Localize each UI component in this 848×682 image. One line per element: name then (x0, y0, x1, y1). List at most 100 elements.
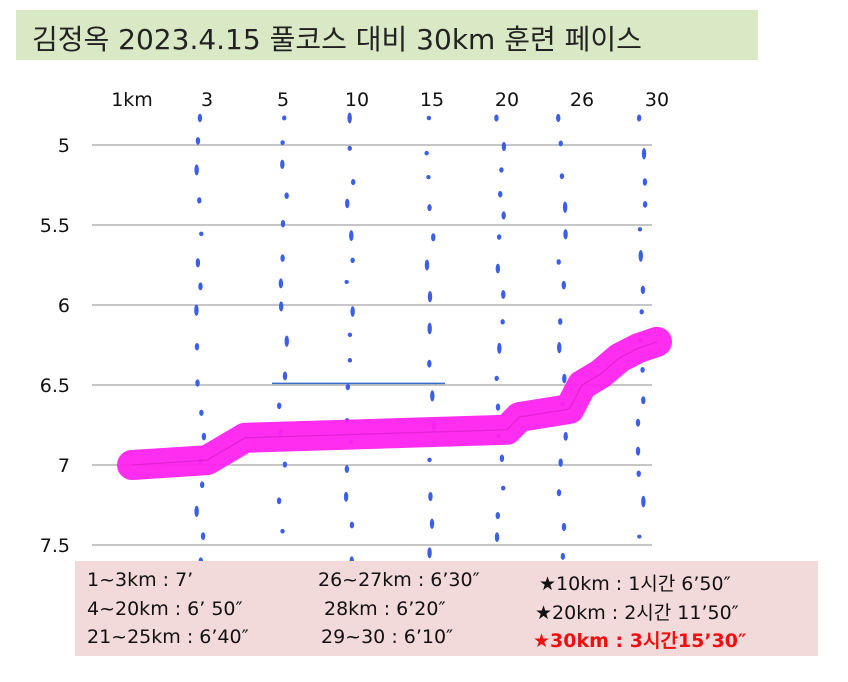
column-marker (426, 115, 432, 121)
column-marker (345, 383, 351, 391)
column-marker (642, 178, 648, 186)
column-marker (200, 532, 206, 541)
y-tick-label: 5 (58, 135, 70, 157)
column-marker (198, 282, 203, 291)
column-marker (349, 521, 355, 529)
column-marker (561, 280, 566, 290)
column-marker (199, 231, 204, 237)
column-marker (641, 148, 647, 160)
column-marker (500, 319, 505, 325)
note-col1-row3: 21~25km : 6’40″ (87, 626, 249, 648)
note-col1-row2: 4~20km : 6’ 50″ (87, 598, 243, 620)
pace-line (117, 326, 672, 480)
column-marker (424, 150, 429, 156)
column-marker (561, 522, 567, 532)
column-marker (637, 227, 643, 232)
pace-line-center (131, 341, 658, 466)
column-marker (499, 454, 505, 463)
y-tick-label: 5.5 (40, 215, 70, 237)
column-marker (558, 458, 563, 467)
chart-title: 김정옥 2023.4.15 풀코스 대비 30km 훈련 페이스 (32, 23, 642, 56)
column-marker (350, 306, 355, 317)
column-marker (282, 371, 288, 381)
column-marker (501, 211, 506, 220)
column-marker (197, 113, 203, 123)
column-marker (556, 259, 561, 265)
column-marker (427, 457, 432, 463)
column-marker (350, 257, 355, 263)
x-tick-label: 10 (345, 89, 369, 111)
column-marker (194, 505, 199, 518)
column-marker (347, 145, 352, 151)
column-marker (280, 528, 285, 534)
column-marker (278, 278, 284, 289)
column-marker (344, 279, 349, 285)
column-marker (194, 164, 199, 176)
column-marker (637, 534, 642, 539)
column-marker (562, 373, 567, 384)
column-marker (347, 358, 353, 363)
column-marker (201, 432, 207, 441)
column-marker (498, 190, 503, 198)
column-marker (428, 491, 433, 502)
x-tick-label: 15 (420, 89, 444, 111)
x-tick-label: 3 (201, 89, 213, 111)
column-marker (195, 137, 201, 145)
column-marker (280, 219, 286, 228)
column-marker (276, 402, 282, 410)
note-col3-row1: ★10km : 1시간 6’50″ (539, 573, 731, 595)
column-marker (563, 431, 568, 441)
column-marker (343, 491, 349, 502)
note-col2-row1: 26~27km : 6’30″ (318, 569, 480, 591)
x-tick-label: 5 (277, 89, 289, 111)
column-marker (284, 192, 289, 199)
column-marker (197, 197, 202, 204)
column-marker (284, 335, 289, 347)
column-marker (558, 318, 563, 325)
column-marker (282, 115, 287, 121)
column-marker (427, 359, 432, 368)
column-marker (195, 379, 200, 387)
column-marker (559, 173, 565, 180)
y-tick-label: 7.5 (40, 535, 70, 557)
note-col3-row2: ★20km : 2시간 11’50″ (535, 602, 739, 624)
y-tick-label: 6 (58, 295, 70, 317)
note-col3-row3: ★30km : 3시간15’30″ (533, 630, 747, 652)
column-marker (424, 259, 430, 271)
column-marker (429, 518, 435, 529)
x-tick-label: 20 (495, 89, 519, 111)
column-marker (199, 481, 205, 489)
column-marker (347, 332, 353, 338)
column-marker (495, 403, 501, 411)
column-marker (638, 250, 643, 262)
column-marker (501, 290, 506, 299)
column-marker (558, 140, 563, 147)
column-marker (280, 159, 285, 170)
column-marker (347, 112, 352, 124)
column-marker (431, 233, 436, 242)
column-marker (195, 258, 201, 268)
column-marker (194, 342, 200, 351)
column-marker (495, 512, 500, 520)
column-marker (427, 547, 432, 559)
column-marker (282, 461, 288, 468)
column-marker (427, 291, 433, 303)
column-marker (426, 174, 431, 180)
column-marker (642, 200, 648, 208)
column-marker (276, 497, 282, 505)
column-marker (560, 552, 566, 560)
column-marker (562, 201, 568, 214)
column-marker (494, 375, 499, 382)
column-marker (635, 418, 641, 427)
column-marker (636, 470, 641, 477)
column-marker (199, 409, 204, 416)
column-marker (636, 114, 642, 122)
note-col2-row3: 29~30 : 6’10″ (321, 626, 454, 648)
column-marker (556, 113, 561, 123)
y-tick-label: 7 (58, 455, 70, 477)
title-banner: 김정옥 2023.4.15 풀코스 대비 30km 훈련 페이스 (16, 10, 758, 60)
x-tick-label: 26 (570, 89, 594, 111)
column-marker (641, 396, 646, 405)
note-col1-row1: 1~3km : 7’ (87, 569, 194, 591)
